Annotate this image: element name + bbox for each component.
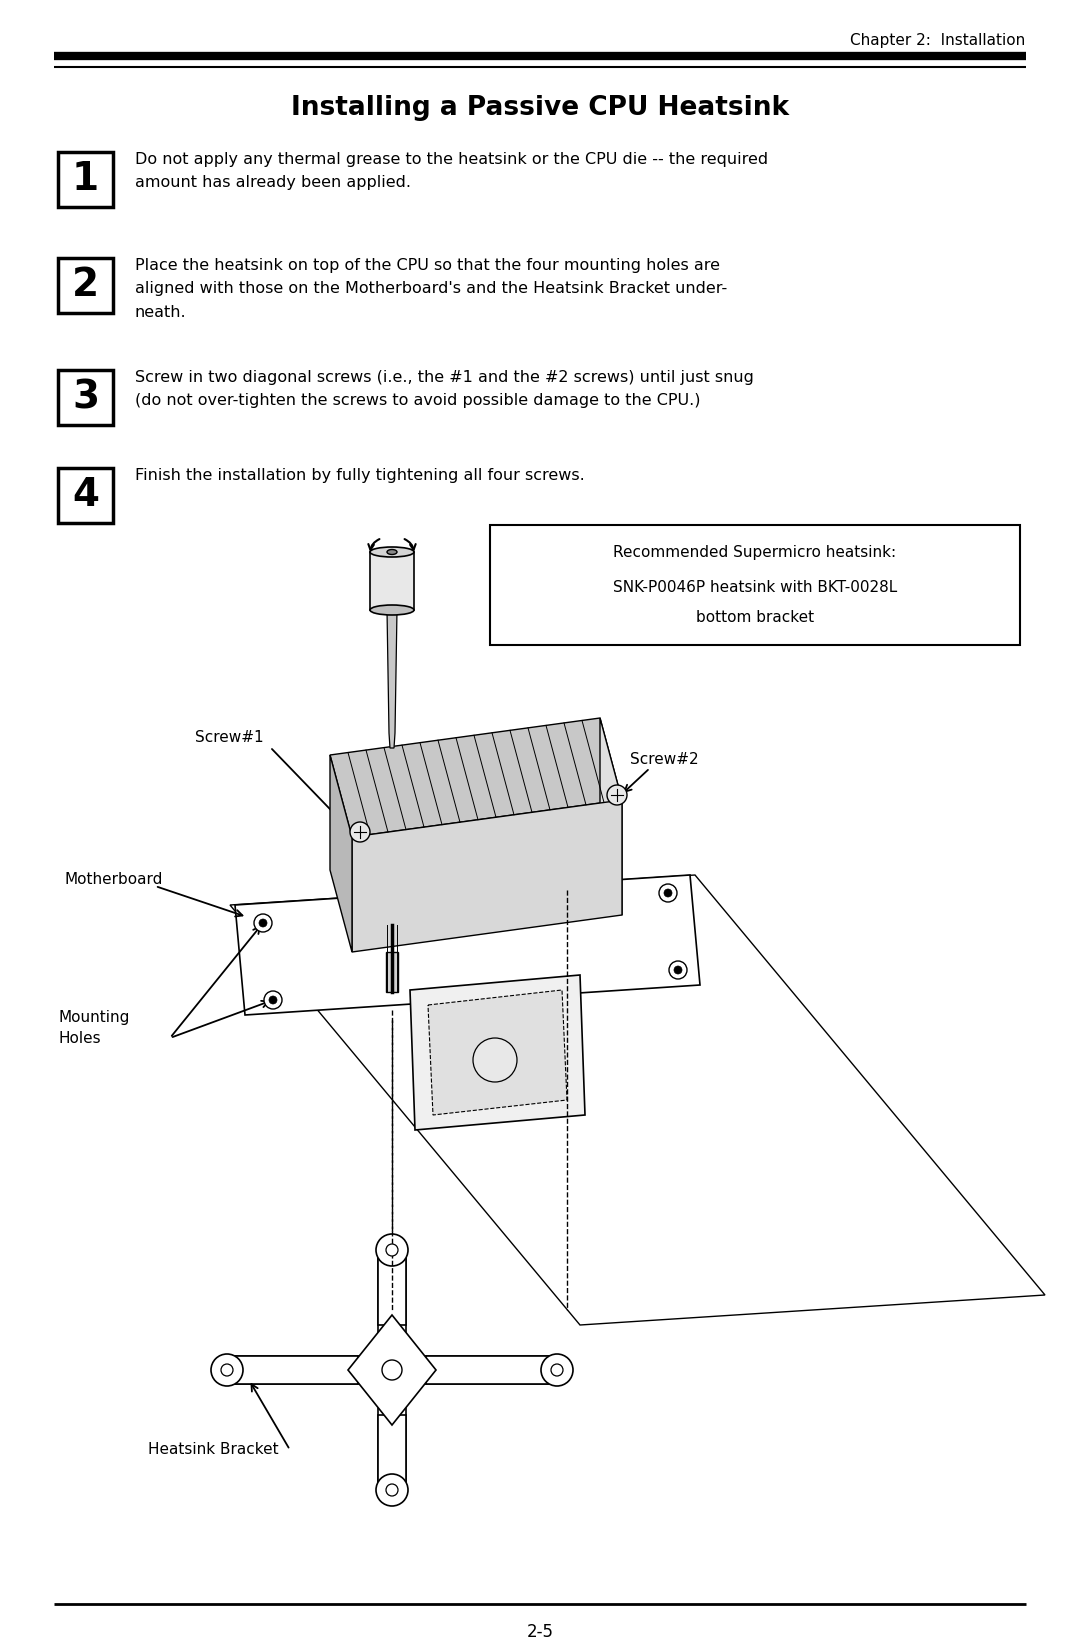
Circle shape [386, 1483, 399, 1497]
Polygon shape [330, 718, 622, 837]
Text: Heatsink Bracket: Heatsink Bracket [148, 1442, 279, 1457]
Ellipse shape [387, 549, 397, 554]
Text: SNK-P0046P heatsink with BKT-0028L: SNK-P0046P heatsink with BKT-0028L [612, 581, 897, 596]
Bar [370, 553, 414, 610]
Text: Screw#2: Screw#2 [630, 752, 699, 767]
Polygon shape [378, 1251, 406, 1325]
Circle shape [264, 992, 282, 1010]
Polygon shape [428, 990, 567, 1115]
Text: 1: 1 [72, 160, 99, 198]
Circle shape [211, 1355, 243, 1386]
Circle shape [607, 785, 627, 805]
Polygon shape [348, 1315, 436, 1426]
Text: Do not apply any thermal grease to the heatsink or the CPU die -- the required
a: Do not apply any thermal grease to the h… [135, 152, 768, 190]
Text: Chapter 2:  Installation: Chapter 2: Installation [850, 33, 1025, 48]
Bar [58, 257, 113, 314]
Text: Recommended Supermicro heatsink:: Recommended Supermicro heatsink: [613, 544, 896, 559]
Bar [378, 1251, 406, 1490]
Circle shape [659, 884, 677, 903]
Text: Finish the installation by fully tightening all four screws.: Finish the installation by fully tighten… [135, 469, 584, 483]
Circle shape [674, 965, 681, 973]
Polygon shape [600, 718, 622, 916]
Text: bottom bracket: bottom bracket [696, 610, 814, 625]
Circle shape [382, 1360, 402, 1379]
Text: 2: 2 [72, 267, 99, 305]
Polygon shape [235, 874, 700, 1015]
Ellipse shape [370, 548, 414, 558]
Text: 3: 3 [72, 378, 99, 416]
Circle shape [376, 1234, 408, 1266]
Text: Screw in two diagonal screws (i.e., the #1 and the #2 screws) until just snug
(d: Screw in two diagonal screws (i.e., the … [135, 370, 754, 409]
Circle shape [221, 1365, 233, 1376]
Circle shape [386, 1244, 399, 1256]
Circle shape [376, 1473, 408, 1506]
Text: 4: 4 [72, 477, 99, 515]
Text: Place the heatsink on top of the CPU so that the four mounting holes are
aligned: Place the heatsink on top of the CPU so … [135, 257, 727, 320]
Bar [58, 469, 113, 523]
Circle shape [259, 919, 267, 927]
Bar [227, 1356, 557, 1384]
Circle shape [254, 914, 272, 932]
Circle shape [350, 822, 370, 842]
Polygon shape [378, 1416, 406, 1490]
Bar [58, 370, 113, 426]
Polygon shape [352, 800, 622, 952]
Polygon shape [330, 756, 352, 952]
Circle shape [473, 1038, 517, 1082]
Polygon shape [426, 1356, 557, 1384]
Polygon shape [410, 975, 585, 1130]
Circle shape [269, 997, 276, 1003]
Text: Screw#1: Screw#1 [195, 731, 264, 746]
Bar [490, 525, 1020, 645]
Text: Mounting
Holes: Mounting Holes [58, 1010, 130, 1046]
Circle shape [664, 889, 672, 898]
Polygon shape [387, 610, 397, 747]
Text: Motherboard: Motherboard [65, 873, 163, 888]
Text: 2-5: 2-5 [527, 1624, 554, 1642]
Bar [386, 952, 399, 992]
Bar [58, 152, 113, 206]
Polygon shape [227, 1356, 357, 1384]
Text: Installing a Passive CPU Heatsink: Installing a Passive CPU Heatsink [291, 96, 789, 120]
Circle shape [669, 960, 687, 978]
Circle shape [541, 1355, 573, 1386]
Ellipse shape [370, 606, 414, 615]
Circle shape [551, 1365, 563, 1376]
